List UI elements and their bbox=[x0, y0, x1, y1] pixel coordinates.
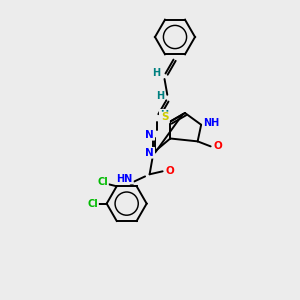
Text: Cl: Cl bbox=[97, 177, 108, 187]
Text: H: H bbox=[152, 68, 160, 78]
Text: N: N bbox=[146, 148, 154, 158]
Text: S: S bbox=[161, 112, 169, 122]
Text: O: O bbox=[213, 141, 222, 152]
Text: N: N bbox=[146, 130, 154, 140]
Text: O: O bbox=[165, 166, 174, 176]
Text: Cl: Cl bbox=[87, 199, 98, 208]
Text: HN: HN bbox=[116, 174, 133, 184]
Text: H: H bbox=[160, 110, 168, 120]
Text: H: H bbox=[156, 91, 164, 101]
Text: NH: NH bbox=[203, 118, 219, 128]
